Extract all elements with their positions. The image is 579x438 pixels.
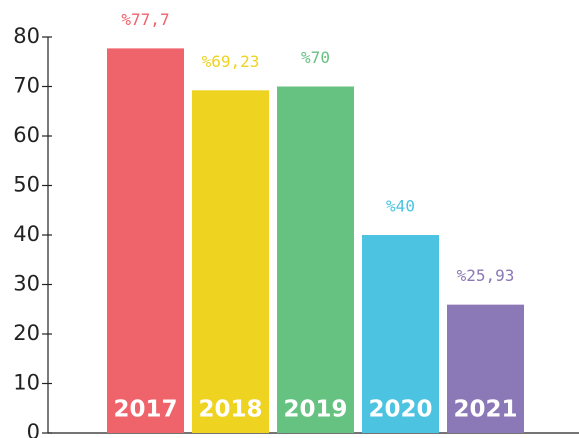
bar [277,86,354,433]
y-tick-label: 60 [13,123,40,147]
category-label: 2018 [198,397,262,423]
category-label: 2019 [283,397,347,423]
category-label: 2020 [368,397,432,423]
y-tick-label: 50 [13,173,40,197]
y-tick-label: 70 [13,74,40,98]
value-label: %25,93 [457,266,515,285]
value-label: %70 [301,48,330,67]
value-label: %40 [386,197,415,216]
bar [362,235,439,433]
category-label: 2017 [113,397,177,423]
bar [107,48,184,433]
bar [447,304,524,433]
y-tick-label: 40 [13,222,40,246]
y-tick-label: 10 [13,371,40,395]
value-label: %77,7 [121,10,169,29]
bar [192,90,269,434]
category-label: 2021 [453,397,517,423]
value-label: %69,23 [202,52,260,71]
y-tick-label: 20 [13,321,40,345]
y-tick-label: 0 [27,420,40,438]
y-tick-label: 80 [13,24,40,48]
y-tick-label: 30 [13,272,40,296]
